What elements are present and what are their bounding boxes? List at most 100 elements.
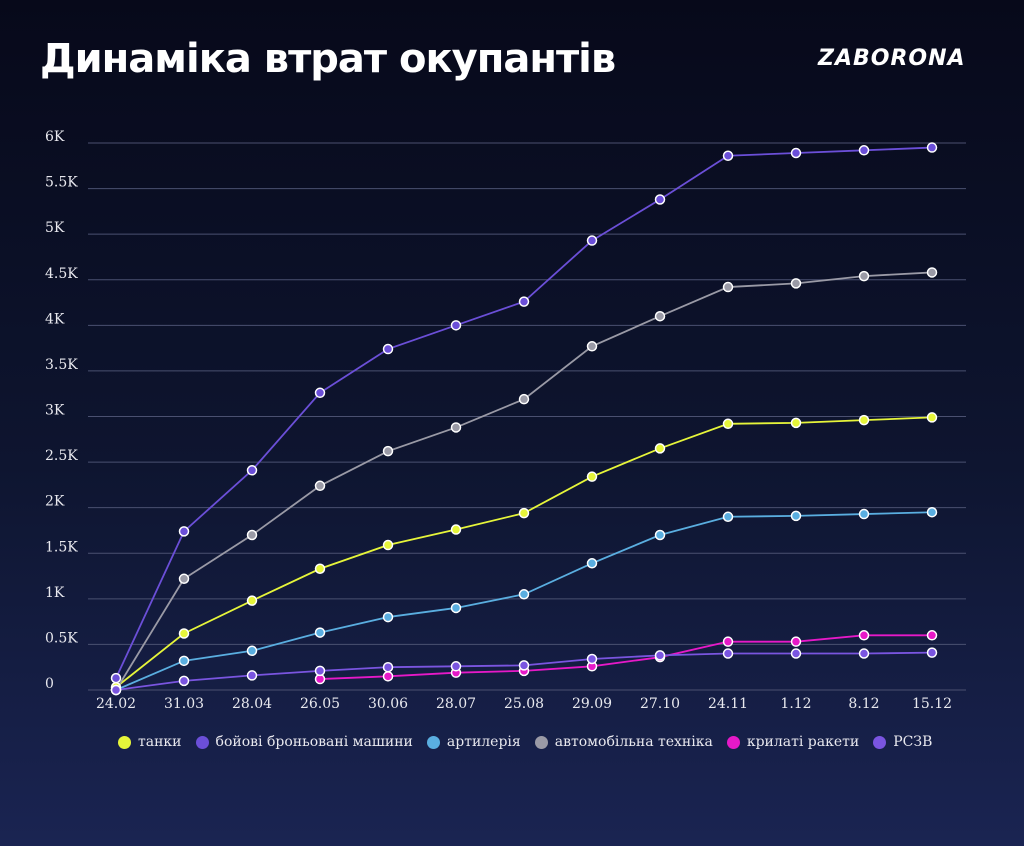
legend-item: крилаті ракети — [726, 734, 859, 750]
data-point — [722, 150, 734, 162]
data-point — [654, 529, 666, 541]
y-tick-label: 5K — [45, 220, 65, 236]
data-point — [178, 628, 190, 639]
y-tick-label: 1K — [45, 585, 65, 601]
data-point — [314, 665, 326, 677]
data-point — [382, 343, 394, 355]
data-point — [314, 563, 326, 574]
data-point — [790, 636, 802, 647]
x-tick-label: 27.10 — [640, 696, 680, 712]
data-point — [654, 650, 666, 661]
data-point — [926, 647, 938, 658]
x-tick-label: 8.12 — [848, 696, 879, 712]
data-point — [518, 589, 530, 600]
data-point — [314, 387, 326, 399]
y-tick-label: 4.5K — [45, 266, 78, 282]
data-point — [654, 310, 666, 322]
legend-label: артилерія — [446, 734, 521, 750]
legend-swatch — [118, 735, 131, 749]
data-point — [586, 341, 598, 352]
data-point — [722, 648, 734, 659]
data-point — [246, 645, 258, 657]
data-point — [382, 661, 394, 673]
data-point — [586, 653, 598, 665]
data-point — [858, 508, 870, 520]
y-tick-label: 2K — [45, 494, 65, 510]
data-point — [178, 675, 190, 687]
data-point — [178, 655, 190, 667]
data-point — [790, 648, 802, 659]
data-point — [586, 558, 598, 569]
x-tick-label: 31.03 — [164, 696, 204, 712]
data-point — [110, 672, 122, 684]
data-point — [926, 412, 938, 423]
x-tick-label: 29.09 — [572, 696, 612, 712]
x-tick-label: 15.12 — [912, 696, 952, 712]
x-tick-label: 28.07 — [436, 696, 476, 712]
x-tick-label: 24.11 — [708, 696, 748, 712]
data-point — [382, 611, 394, 623]
series-line — [115, 416, 933, 688]
series-line — [319, 634, 932, 680]
x-tick-label: 25.08 — [504, 696, 544, 712]
data-point — [858, 630, 870, 641]
grid-lines — [88, 142, 966, 691]
data-point — [518, 393, 530, 405]
data-point — [450, 524, 462, 535]
data-point — [518, 296, 530, 307]
x-tick-label: 30.06 — [368, 696, 408, 712]
data-point — [790, 510, 802, 522]
data-point — [518, 660, 530, 671]
data-point — [926, 506, 938, 518]
y-axis-ticks: 0 0.5K 1K 1.5K 2K 2.5K 3K 3.5K 4K 4.5K 5K 5.5K 6K — [45, 129, 78, 692]
x-tick-label: 1.12 — [780, 696, 811, 712]
data-point — [586, 471, 598, 482]
legend-label: автомобільна техніка — [554, 734, 713, 750]
y-tick-label: 0 — [45, 676, 54, 692]
data-point — [450, 320, 462, 331]
data-point — [246, 529, 258, 541]
y-tick-label: 4K — [45, 311, 65, 327]
data-point — [926, 142, 938, 153]
data-point — [926, 630, 938, 641]
data-point — [722, 281, 734, 293]
x-tick-label: 24.02 — [96, 696, 136, 712]
legend-swatch — [195, 735, 209, 749]
legend-label: танки — [138, 734, 182, 750]
data-point — [722, 418, 734, 430]
data-point — [314, 627, 326, 638]
y-tick-label: 0.5K — [45, 630, 78, 646]
x-tick-label: 26.05 — [300, 696, 340, 712]
x-axis-ticks: 24.02 31.03 28.04 26.05 30.06 28.07 25.08 29.09… — [96, 696, 952, 712]
legend-item: бойові броньовані машини — [195, 734, 413, 750]
data-point — [314, 480, 326, 492]
data-point — [178, 573, 190, 585]
y-tick-label: 1.5K — [45, 539, 78, 555]
data-point — [586, 235, 598, 246]
data-point — [858, 145, 870, 156]
data-point — [858, 414, 870, 426]
data-point — [450, 422, 462, 433]
series-line — [115, 271, 933, 691]
y-tick-label: 5.5K — [45, 175, 78, 191]
data-point — [654, 443, 666, 454]
data-point — [790, 147, 802, 159]
brand-logo: ZABORONA — [818, 46, 966, 71]
series-points — [110, 142, 938, 696]
legend-swatch — [873, 735, 887, 749]
data-point — [790, 417, 802, 429]
y-tick-label: 3K — [45, 403, 65, 419]
legend-item: автомобільна техніка — [534, 734, 713, 750]
data-point — [382, 671, 394, 682]
data-point — [246, 595, 258, 606]
legend-swatch — [726, 735, 740, 749]
data-point — [382, 445, 394, 457]
legend: танки бойові броньовані машини артилерія ав… — [118, 734, 932, 750]
data-point — [110, 684, 122, 696]
data-point — [382, 539, 394, 551]
data-point — [450, 602, 462, 614]
data-point — [518, 507, 530, 519]
legend-item: артилерія — [426, 734, 521, 750]
data-point — [926, 267, 938, 278]
